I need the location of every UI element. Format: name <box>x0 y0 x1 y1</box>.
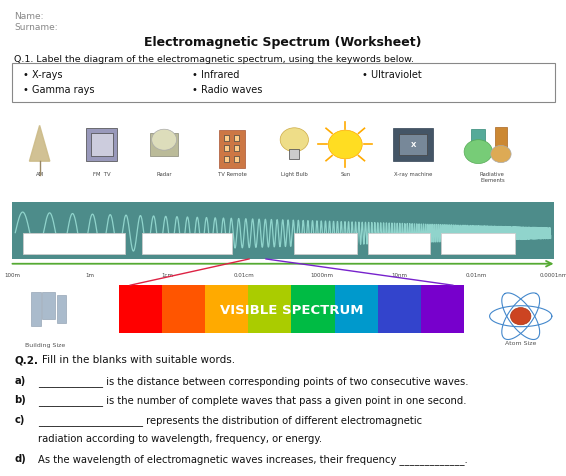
Text: radiation according to wavelength, frequency, or energy.: radiation according to wavelength, frequ… <box>38 434 323 444</box>
Text: 0.0001nm: 0.0001nm <box>539 273 566 278</box>
Text: Fill in the blanks with suitable words.: Fill in the blanks with suitable words. <box>42 355 235 365</box>
Text: 100m: 100m <box>5 273 20 278</box>
Text: • X-rays: • X-rays <box>23 70 62 80</box>
Text: Building Size: Building Size <box>25 343 66 347</box>
Circle shape <box>511 308 531 325</box>
Bar <box>335 286 378 333</box>
Bar <box>224 136 229 141</box>
Circle shape <box>464 140 492 164</box>
Text: Light Bulb: Light Bulb <box>281 171 308 176</box>
Bar <box>12 64 555 102</box>
Bar <box>23 233 125 255</box>
Bar <box>399 134 427 156</box>
Bar <box>234 157 239 162</box>
Bar <box>378 286 421 333</box>
Text: Atom Size: Atom Size <box>505 340 537 345</box>
Text: c): c) <box>14 414 24 424</box>
Text: 1m: 1m <box>85 273 95 278</box>
Text: _____________________ represents the distribution of different electromagnetic: _____________________ represents the dis… <box>38 414 423 425</box>
Bar <box>42 293 55 319</box>
Text: Radiative
Elements: Radiative Elements <box>480 171 505 182</box>
Text: 10nm: 10nm <box>391 273 407 278</box>
Bar <box>441 233 515 255</box>
Text: • Gamma rays: • Gamma rays <box>23 85 94 95</box>
Text: 0.01cm: 0.01cm <box>234 273 255 278</box>
Bar <box>150 133 178 157</box>
Bar <box>294 233 357 255</box>
Bar <box>119 286 162 333</box>
Bar <box>248 286 291 333</box>
Text: X-ray machine: X-ray machine <box>394 171 432 176</box>
Text: Q.2.: Q.2. <box>14 355 38 365</box>
Circle shape <box>280 129 308 152</box>
Bar <box>12 202 554 259</box>
Bar <box>91 133 113 157</box>
Bar <box>224 157 229 162</box>
Bar <box>31 293 41 326</box>
Text: a): a) <box>14 375 25 385</box>
Bar <box>142 233 232 255</box>
Text: • Ultraviolet: • Ultraviolet <box>362 70 422 80</box>
Circle shape <box>328 131 362 159</box>
Bar <box>289 150 299 159</box>
Bar <box>224 146 229 152</box>
Bar <box>393 129 433 162</box>
Text: Surname:: Surname: <box>14 23 58 32</box>
Bar <box>57 295 66 324</box>
Text: Q.1. Label the diagram of the electromagnetic spectrum, using the keywords below: Q.1. Label the diagram of the electromag… <box>14 55 414 64</box>
Text: _____________ is the number of complete waves that pass a given point in one sec: _____________ is the number of complete … <box>38 395 467 406</box>
Text: Sun: Sun <box>340 171 350 176</box>
Text: • Radio waves: • Radio waves <box>192 85 263 95</box>
Text: X: X <box>410 142 416 148</box>
Bar <box>234 136 239 141</box>
Text: VISIBLE SPECTRUM: VISIBLE SPECTRUM <box>220 303 363 316</box>
Bar <box>86 129 118 162</box>
Bar <box>291 286 335 333</box>
Text: Radar: Radar <box>156 171 172 176</box>
Bar <box>234 146 239 152</box>
Bar <box>421 286 464 333</box>
Text: _____________ is the distance between corresponding points of two consecutive wa: _____________ is the distance between co… <box>38 375 469 386</box>
Text: Name:: Name: <box>14 12 44 21</box>
Text: 1cm: 1cm <box>161 273 173 278</box>
Text: d): d) <box>14 453 26 463</box>
Text: As the wavelength of electromagnetic waves increases, their frequency __________: As the wavelength of electromagnetic wav… <box>38 453 468 464</box>
Bar <box>471 129 486 161</box>
Text: 0.01nm: 0.01nm <box>466 273 487 278</box>
Bar <box>219 131 245 169</box>
Bar <box>162 286 205 333</box>
Text: TV Remote: TV Remote <box>217 171 247 176</box>
Text: • Infrared: • Infrared <box>192 70 240 80</box>
Text: FM  TV: FM TV <box>93 171 111 176</box>
Text: AM: AM <box>36 171 44 176</box>
Bar <box>495 127 507 153</box>
Text: 1000nm: 1000nm <box>310 273 333 278</box>
Circle shape <box>491 146 511 163</box>
Bar <box>368 233 430 255</box>
Circle shape <box>152 130 177 151</box>
Bar <box>205 286 248 333</box>
Polygon shape <box>29 126 50 162</box>
Text: Electromagnetic Spectrum (Worksheet): Electromagnetic Spectrum (Worksheet) <box>144 36 422 49</box>
Text: b): b) <box>14 395 26 405</box>
